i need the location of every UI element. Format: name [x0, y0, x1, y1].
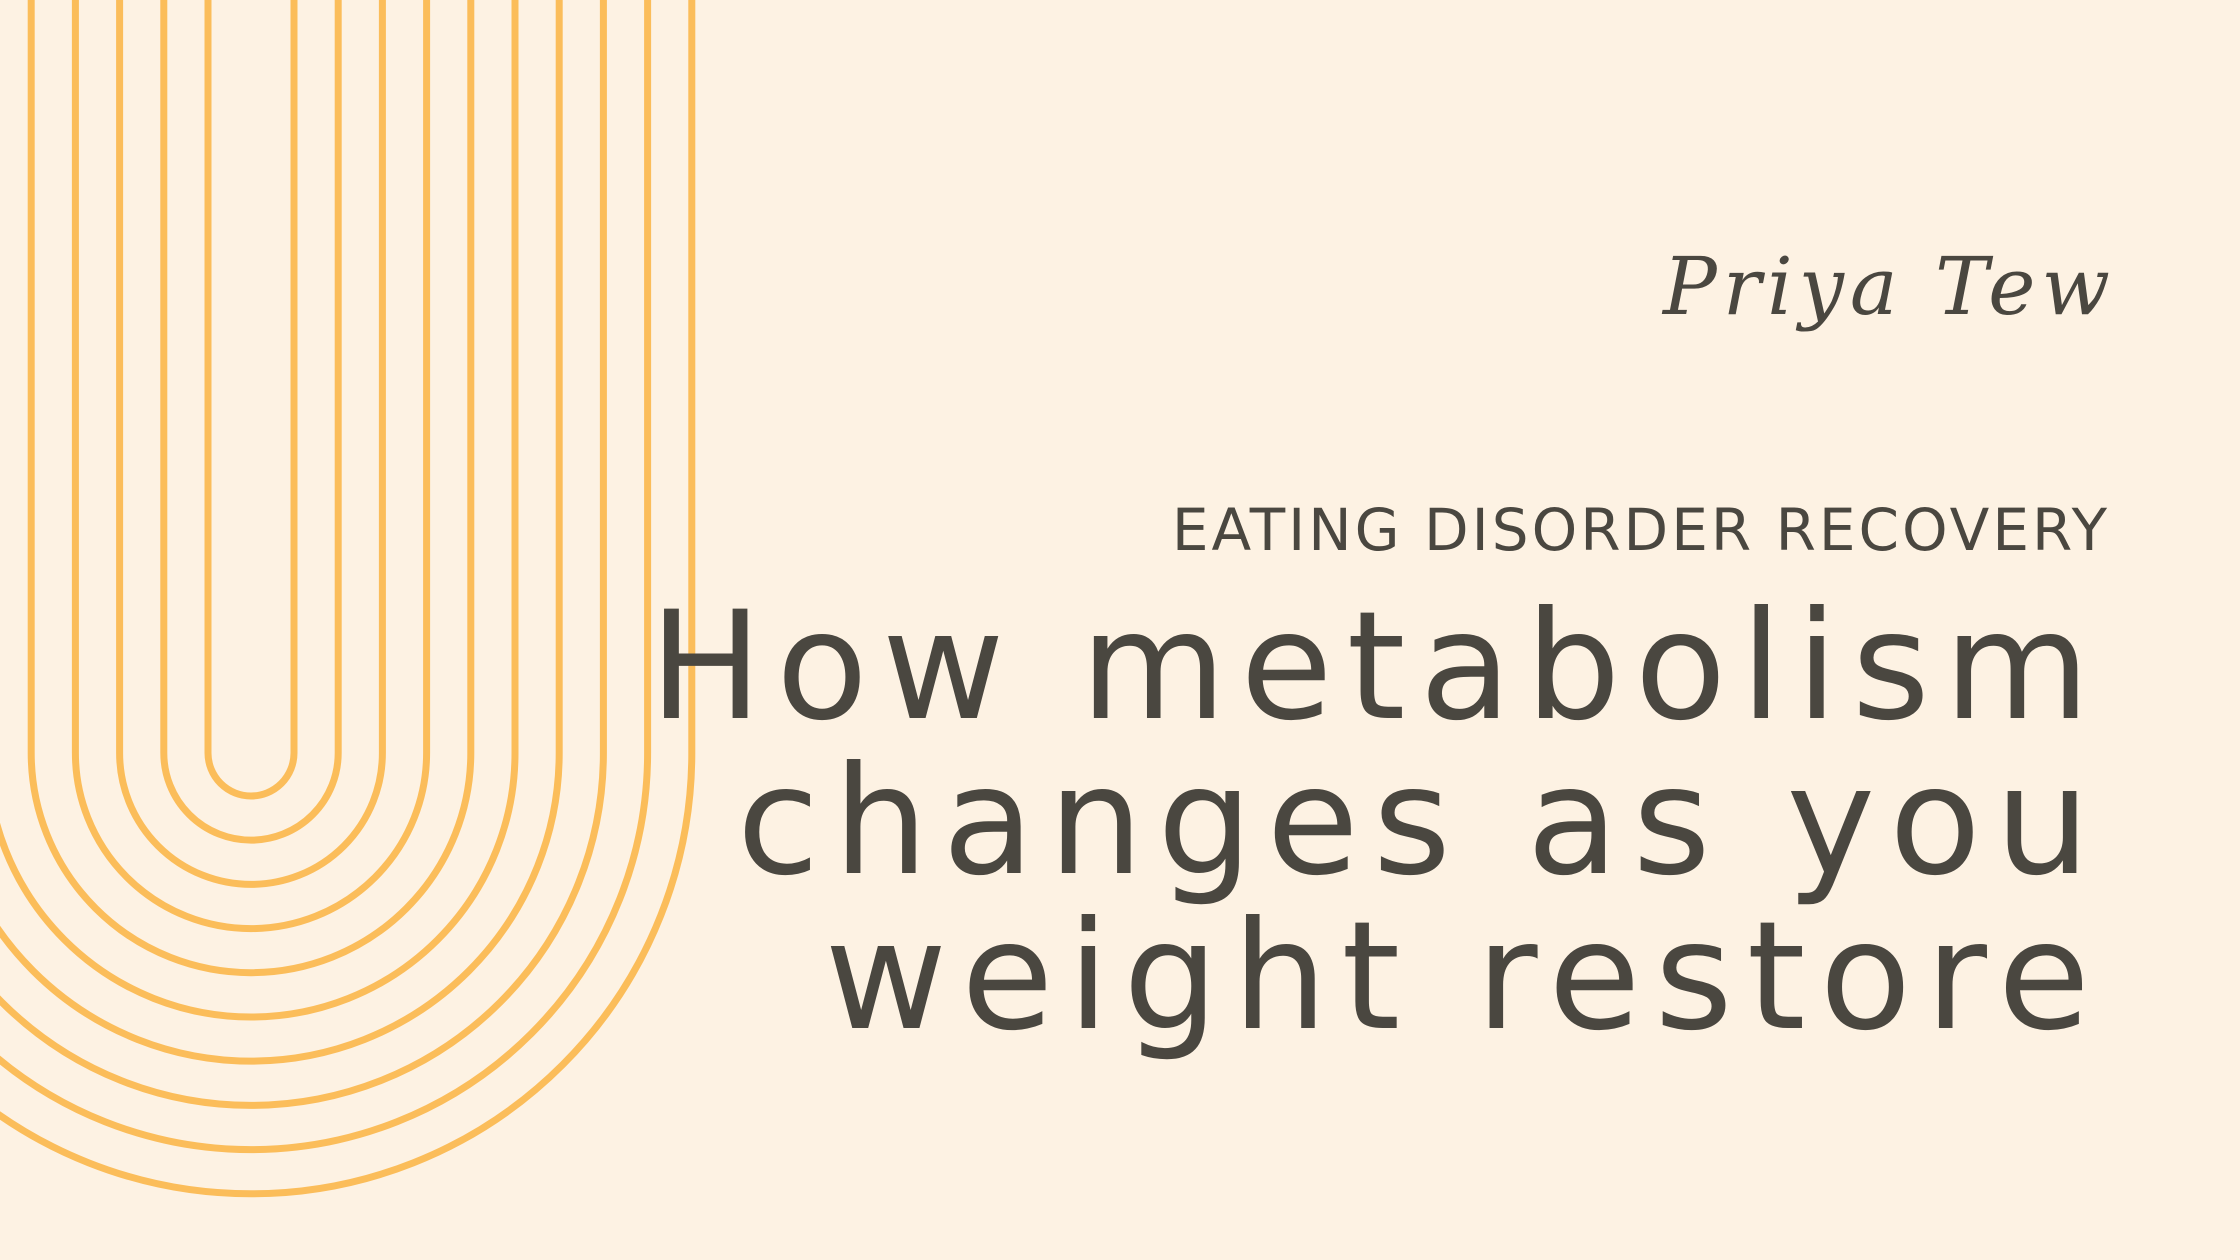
arch-line — [0, 0, 696, 1198]
title-line: changes as you — [736, 735, 2104, 909]
arch-line — [27, 0, 475, 977]
arch-line — [0, 0, 607, 1109]
brand-signature: Priya Tew — [1663, 240, 2116, 333]
arch-line — [0, 0, 519, 1021]
title-line: weight restore — [824, 890, 2104, 1064]
category-label: EATING DISORDER RECOVERY — [1171, 496, 2110, 564]
arch-line — [160, 0, 342, 844]
title-line: How metabolism — [649, 580, 2104, 754]
arch-line — [204, 0, 298, 800]
title: How metabolism changes as you weight res… — [649, 590, 2104, 1055]
arch-line — [0, 0, 563, 1065]
arch-line — [71, 0, 431, 933]
arch-line — [0, 0, 652, 1154]
arch-line — [116, 0, 386, 888]
